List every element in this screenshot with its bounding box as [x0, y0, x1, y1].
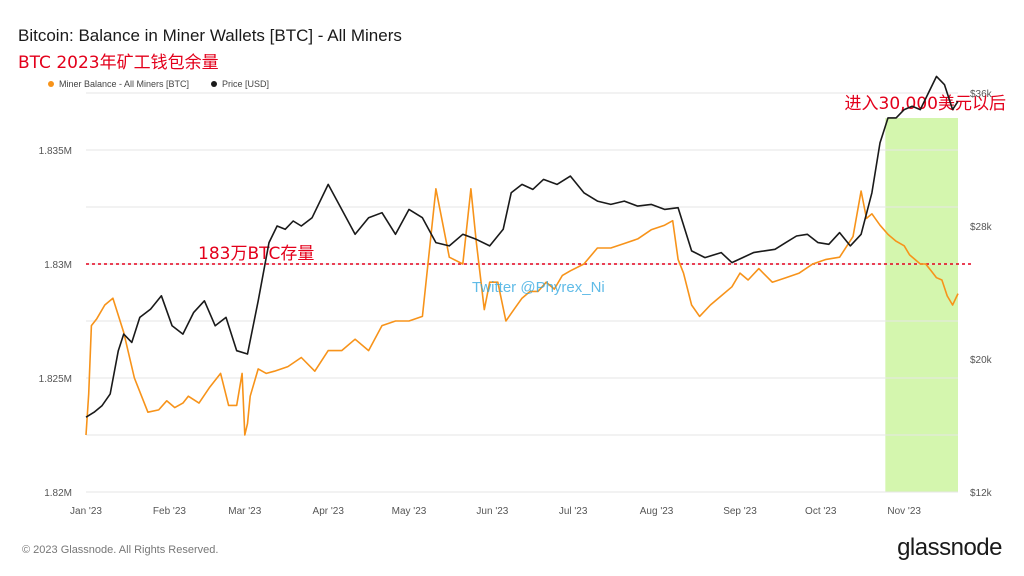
x-tick-label: Jan '23	[70, 506, 102, 517]
x-tick-label: Feb '23	[153, 506, 186, 517]
y-left-tick-label: 1.825M	[39, 374, 72, 385]
legend-label-balance: Miner Balance - All Miners [BTC]	[59, 79, 190, 89]
y-left-tick-label: 1.83M	[44, 260, 72, 271]
watermark-text: Twitter @Phyrex_Ni	[472, 279, 605, 296]
copyright-text: © 2023 Glassnode. All Rights Reserved.	[22, 544, 219, 556]
glassnode-logo: glassnode	[897, 534, 1002, 561]
x-tick-label: May '23	[392, 506, 427, 517]
x-tick-label: Oct '23	[805, 506, 837, 517]
highlight-region	[885, 118, 958, 492]
y-right-tick-label: $28k	[970, 222, 993, 233]
legend-dot-price	[211, 81, 218, 87]
x-tick-label: Jun '23	[476, 506, 508, 517]
series-line-price	[85, 75, 959, 418]
x-tick-label: Aug '23	[640, 506, 674, 517]
chart-subtitle: BTC 2023年矿工钱包余量	[18, 53, 219, 73]
legend-item-balance[interactable]: Miner Balance - All Miners [BTC]	[48, 79, 189, 89]
x-tick-label: Mar '23	[228, 506, 261, 517]
chart-title: Bitcoin: Balance in Miner Wallets [BTC] …	[18, 26, 402, 45]
y-left-tick-label: 1.82M	[44, 488, 72, 499]
legend-dot-balance	[48, 81, 54, 87]
x-tick-label: Sep '23	[723, 506, 757, 517]
y-left-tick-label: 1.835M	[39, 146, 72, 157]
legend: Miner Balance - All Miners [BTC] Price […	[48, 79, 269, 89]
x-tick-label: Jul '23	[559, 506, 588, 517]
legend-item-price[interactable]: Price [USD]	[211, 79, 269, 89]
series-line-miner-balance	[85, 188, 959, 436]
x-tick-label: Nov '23	[887, 506, 921, 517]
legend-label-price: Price [USD]	[222, 79, 270, 89]
y-right-tick-label: $36k	[970, 89, 993, 100]
reference-line-label: 183万BTC存量	[198, 244, 314, 264]
y-right-tick-label: $20k	[970, 355, 993, 366]
x-tick-label: Apr '23	[313, 506, 345, 517]
highlight-region-label: 进入30,000美元以后	[845, 94, 1006, 114]
y-right-tick-label: $12k	[970, 488, 993, 499]
